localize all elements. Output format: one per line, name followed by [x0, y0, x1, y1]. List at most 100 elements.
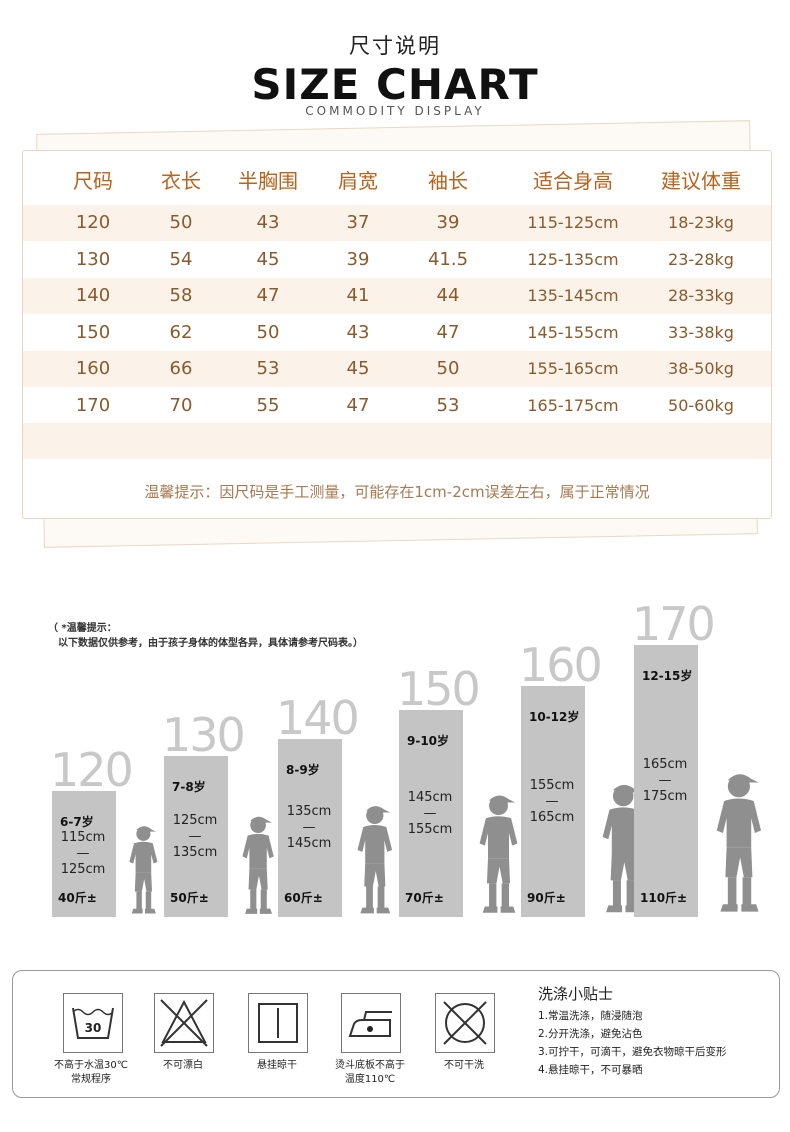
- age-label: 10-12岁: [529, 710, 580, 724]
- child-silhouette-icon: [479, 795, 518, 913]
- table-cell: 150: [75, 321, 111, 343]
- table-cell: 43: [256, 212, 280, 233]
- size-label-big: 120: [50, 743, 134, 797]
- care-tip: 3.可拧干，可滴干，避免衣物晾干后变形: [538, 1046, 727, 1058]
- header-cell: 半胸围: [238, 169, 298, 193]
- table-cell: 130: [75, 248, 111, 270]
- iron-label-1: 烫斗底板不高于: [335, 1060, 405, 1071]
- height-dash: —: [188, 828, 202, 844]
- care-instructions-box: 30 不高于水温30℃ 常规程序 不可漂白 悬挂晾干 烫: [12, 970, 780, 1098]
- table-cell: 58: [169, 285, 193, 306]
- child-silhouette-icon: [602, 785, 644, 913]
- table-cell: 28-33kg: [668, 286, 734, 305]
- size-label-big: 140: [276, 691, 360, 745]
- size-bar: [278, 739, 342, 917]
- table-cell: 47: [436, 321, 460, 343]
- header-cell: 袖长: [428, 169, 468, 193]
- table-cell: 41: [346, 285, 370, 306]
- weight-label: 70斤±: [405, 891, 444, 905]
- wash-label-2: 常规程序: [71, 1074, 111, 1085]
- age-label: 9-10岁: [407, 734, 450, 748]
- table-row: 120 50 43 37 39 115-125cm 18-23kg: [23, 205, 771, 241]
- hang-label: 悬挂晾干: [257, 1060, 297, 1071]
- weight-label: 60斤±: [284, 891, 323, 905]
- height-dash: —: [545, 793, 559, 809]
- table-cell: 39: [346, 248, 370, 270]
- table-cell: 170: [75, 394, 111, 416]
- size-label-big: 150: [397, 662, 481, 716]
- table-row: 150 62 50 43 47 145-155cm 33-38kg: [23, 315, 771, 351]
- table-cell: 50: [256, 321, 280, 343]
- height-to: 125cm: [60, 862, 106, 877]
- header-cell: 适合身高: [533, 169, 613, 193]
- age-label: 6-7岁: [60, 815, 94, 829]
- table-header-row: 尺码 衣长 半胸围 肩宽 袖长 适合身高 建议体重: [23, 163, 771, 199]
- table-cell: 43: [346, 321, 370, 343]
- header-cell: 建议体重: [661, 169, 741, 193]
- header-cell: 肩宽: [338, 169, 378, 193]
- table-cell: 155-165cm: [527, 359, 619, 378]
- table-row: 130 54 45 39 41.5 125-135cm 23-28kg: [23, 242, 771, 278]
- page-subtitle: COMMODITY DISPLAY: [305, 104, 485, 118]
- table-cell: 41.5: [427, 248, 469, 270]
- table-cell: 70: [169, 394, 193, 416]
- table-cell: 47: [346, 394, 370, 416]
- wash-label-1: 不高于水温30℃: [54, 1060, 128, 1071]
- height-to: 175cm: [642, 789, 688, 804]
- table-row: 170 70 55 47 53 165-175cm 50-60kg: [23, 388, 771, 424]
- table-row: 140 58 47 41 44 135-145cm 28-33kg: [23, 278, 771, 314]
- page-title-en: SIZE CHART: [251, 60, 539, 109]
- table-cell: 50: [169, 212, 193, 233]
- height-from: 155cm: [529, 777, 575, 793]
- height-from: 165cm: [642, 757, 688, 772]
- size-bar: [164, 756, 228, 917]
- size-label-big: 170: [632, 597, 716, 651]
- page-title-cn: 尺寸说明: [349, 34, 441, 58]
- table-cell: 55: [256, 394, 280, 416]
- size-label-big: 130: [162, 708, 246, 762]
- table-cell: 125-135cm: [527, 249, 619, 269]
- table-cell: 23-28kg: [668, 249, 734, 269]
- empty-row: [23, 423, 771, 459]
- table-cell: 50: [436, 358, 460, 379]
- care-tip: 2.分开洗涤，避免沾色: [538, 1028, 643, 1040]
- child-silhouette-icon: [242, 816, 274, 914]
- table-cell: 53: [256, 358, 280, 379]
- size-bar: [399, 710, 463, 917]
- care-tips-title: 洗涤小贴士: [538, 985, 614, 1003]
- height-dash: —: [658, 773, 672, 788]
- care-tip: 1.常温洗涤，随浸随泡: [538, 1010, 643, 1022]
- chart-warning-title: （ *温馨提示：: [48, 623, 117, 634]
- table-cell: 66: [169, 358, 193, 379]
- table-cell: 45: [256, 248, 280, 270]
- table-cell: 44: [436, 285, 460, 306]
- iron-icon: [341, 993, 401, 1053]
- table-cell: 135-145cm: [527, 286, 619, 305]
- height-from: 115cm: [60, 830, 106, 845]
- height-from: 135cm: [286, 804, 332, 819]
- table-cell: 53: [436, 394, 460, 416]
- table-cell: 39: [436, 212, 460, 233]
- height-to: 165cm: [529, 809, 575, 825]
- age-label: 12-15岁: [642, 669, 693, 683]
- age-label: 8-9岁: [286, 763, 320, 777]
- measurement-note: 温馨提示：因尺码是手工测量，可能存在1cm-2cm误差左右，属于正常情况: [144, 483, 650, 501]
- height-to: 155cm: [407, 821, 453, 837]
- bleach-label: 不可漂白: [163, 1060, 203, 1071]
- table-cell: 115-125cm: [527, 213, 619, 232]
- child-silhouette-icon: [716, 774, 762, 913]
- size-label-big: 160: [519, 638, 603, 692]
- table-cell: 50-60kg: [668, 395, 734, 415]
- weight-label: 50斤±: [170, 891, 209, 905]
- no-bleach-icon: [154, 993, 214, 1053]
- child-silhouette-icon: [129, 826, 158, 914]
- size-bar: [521, 686, 585, 917]
- chart-warning-text: 以下数据仅供参考，由于孩子身体的体型各异，具体请参考尺码表。）: [58, 638, 363, 649]
- height-from: 145cm: [407, 789, 453, 805]
- table-cell: 54: [169, 248, 193, 270]
- table-cell: 37: [346, 212, 370, 233]
- table-cell: 47: [256, 285, 280, 306]
- table-cell: 38-50kg: [668, 359, 734, 378]
- table-cell: 62: [169, 321, 193, 343]
- height-from: 125cm: [172, 812, 218, 828]
